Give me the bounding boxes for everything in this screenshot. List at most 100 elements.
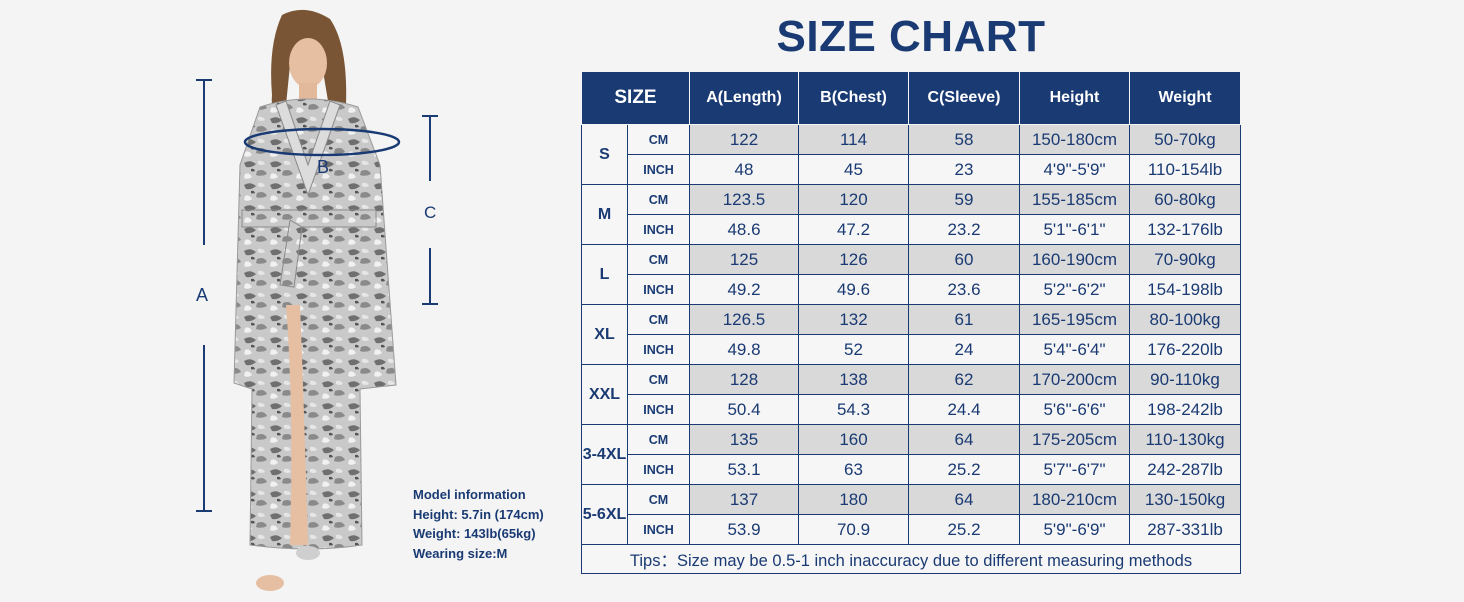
table-row: XXL CM 128 138 62 170-200cm 90-110kg xyxy=(581,364,1241,425)
height-inch-cell: 5'1"-6'1" xyxy=(1019,214,1130,245)
unit-label: INCH xyxy=(627,154,690,185)
header-length: A(Length) xyxy=(689,71,799,125)
sleeve-cm-cell: 59 xyxy=(908,184,1020,215)
height-cm-cell: 150-180cm xyxy=(1019,124,1130,155)
weight-inch-cell: 176-220lb xyxy=(1129,334,1241,365)
sleeve-inch-cell: 24.4 xyxy=(908,394,1020,425)
length-inch-cell: 49.2 xyxy=(689,274,799,305)
unit-label: INCH xyxy=(627,514,690,545)
table-row: INCH 50.4 54.3 24.4 5'6"-6'6" 198-242lb xyxy=(582,394,1241,425)
label-b: B xyxy=(317,157,330,177)
weight-cm-cell: 70-90kg xyxy=(1129,244,1241,275)
header-height: Height xyxy=(1019,71,1130,125)
table-row: INCH 49.2 49.6 23.6 5'2"-6'2" 154-198lb xyxy=(582,274,1241,305)
height-cm-cell: 170-200cm xyxy=(1019,364,1130,395)
sleeve-inch-cell: 25.2 xyxy=(908,454,1020,485)
sleeve-cm-cell: 61 xyxy=(908,304,1020,335)
height-inch-cell: 5'9"-6'9" xyxy=(1019,514,1130,545)
tips-text: Tips：Size may be 0.5-1 inch inaccuracy d… xyxy=(581,544,1241,574)
weight-inch-cell: 132-176lb xyxy=(1129,214,1241,245)
model-figure-panel: B A C xyxy=(190,5,450,597)
length-inch-cell: 48.6 xyxy=(689,214,799,245)
model-robe-image xyxy=(233,9,397,591)
weight-cm-cell: 60-80kg xyxy=(1129,184,1241,215)
length-cm-cell: 123.5 xyxy=(689,184,799,215)
length-cm-cell: 137 xyxy=(689,484,799,515)
unit-label: CM xyxy=(627,424,690,455)
model-info-height: Height: 5.7in (174cm) xyxy=(413,506,544,522)
length-inch-cell: 53.9 xyxy=(689,514,799,545)
unit-label: INCH xyxy=(627,274,690,305)
length-inch-cell: 53.1 xyxy=(689,454,799,485)
page-title: SIZE CHART xyxy=(776,12,1046,61)
size-label: XXL xyxy=(581,364,628,425)
height-inch-cell: 5'7"-6'7" xyxy=(1019,454,1130,485)
table-row: INCH 48 45 23 4'9"-5'9" 110-154lb xyxy=(582,154,1241,185)
chest-cm-cell: 180 xyxy=(798,484,909,515)
sleeve-cm-cell: 62 xyxy=(908,364,1020,395)
chest-cm-cell: 120 xyxy=(798,184,909,215)
unit-label: INCH xyxy=(627,214,690,245)
sleeve-cm-cell: 64 xyxy=(908,424,1020,455)
chest-inch-cell: 70.9 xyxy=(798,514,909,545)
size-label: M xyxy=(581,184,628,245)
weight-inch-cell: 110-154lb xyxy=(1129,154,1241,185)
sleeve-inch-cell: 23 xyxy=(908,154,1020,185)
sleeve-line-lower xyxy=(429,248,431,304)
size-label: L xyxy=(581,244,628,305)
size-chart-table: SIZE A(Length) B(Chest) C(Sleeve) Height… xyxy=(581,71,1241,574)
chest-inch-cell: 47.2 xyxy=(798,214,909,245)
table-row: M CM 123.5 120 59 155-185cm 60-80kg xyxy=(581,184,1241,245)
length-cm-cell: 135 xyxy=(689,424,799,455)
weight-cm-cell: 90-110kg xyxy=(1129,364,1241,395)
chest-cm-cell: 160 xyxy=(798,424,909,455)
length-inch-cell: 50.4 xyxy=(689,394,799,425)
header-size: SIZE xyxy=(581,71,690,125)
height-cm-cell: 155-185cm xyxy=(1019,184,1130,215)
model-info-weight: Weight: 143lb(65kg) xyxy=(413,526,536,541)
length-inch-cell: 49.8 xyxy=(689,334,799,365)
table-row: S CM 122 114 58 150-180cm 50-70kg xyxy=(581,124,1241,185)
length-cm-cell: 125 xyxy=(689,244,799,275)
length-cap-top xyxy=(196,79,212,81)
weight-inch-cell: 154-198lb xyxy=(1129,274,1241,305)
sleeve-inch-cell: 23.2 xyxy=(908,214,1020,245)
height-inch-cell: 5'6"-6'6" xyxy=(1019,394,1130,425)
unit-label: CM xyxy=(627,304,690,335)
table-row: INCH 53.9 70.9 25.2 5'9"-6'9" 287-331lb xyxy=(582,514,1241,545)
sleeve-inch-cell: 23.6 xyxy=(908,274,1020,305)
header-sleeve: C(Sleeve) xyxy=(908,71,1020,125)
height-cm-cell: 165-195cm xyxy=(1019,304,1130,335)
table-row: XL CM 126.5 132 61 165-195cm 80-100kg xyxy=(581,304,1241,365)
header-weight: Weight xyxy=(1129,71,1241,125)
height-inch-cell: 5'4"-6'4" xyxy=(1019,334,1130,365)
weight-inch-cell: 287-331lb xyxy=(1129,514,1241,545)
sleeve-cm-cell: 60 xyxy=(908,244,1020,275)
sleeve-cap-top xyxy=(422,115,438,117)
tips-row: Tips：Size may be 0.5-1 inch inaccuracy d… xyxy=(581,544,1241,574)
chest-cm-cell: 126 xyxy=(798,244,909,275)
sleeve-cm-cell: 58 xyxy=(908,124,1020,155)
unit-label: INCH xyxy=(627,454,690,485)
table-row: INCH 53.1 63 25.2 5'7"-6'7" 242-287lb xyxy=(582,454,1241,485)
length-cm-cell: 126.5 xyxy=(689,304,799,335)
length-line-upper xyxy=(203,80,205,245)
height-cm-cell: 175-205cm xyxy=(1019,424,1130,455)
table-row: 5-6XL CM 137 180 64 180-210cm 130-150kg xyxy=(581,484,1241,545)
height-cm-cell: 180-210cm xyxy=(1019,484,1130,515)
unit-label: CM xyxy=(627,124,690,155)
chest-inch-cell: 45 xyxy=(798,154,909,185)
length-line-lower xyxy=(203,345,205,511)
chest-cm-cell: 138 xyxy=(798,364,909,395)
height-inch-cell: 4'9"-5'9" xyxy=(1019,154,1130,185)
unit-label: INCH xyxy=(627,334,690,365)
chest-inch-cell: 52 xyxy=(798,334,909,365)
sleeve-cm-cell: 64 xyxy=(908,484,1020,515)
table-row: INCH 48.6 47.2 23.2 5'1"-6'1" 132-176lb xyxy=(582,214,1241,245)
unit-label: CM xyxy=(627,364,690,395)
label-a: A xyxy=(196,285,209,305)
header-chest: B(Chest) xyxy=(798,71,909,125)
unit-label: CM xyxy=(627,184,690,215)
height-cm-cell: 160-190cm xyxy=(1019,244,1130,275)
table-row: INCH 49.8 52 24 5'4"-6'4" 176-220lb xyxy=(582,334,1241,365)
